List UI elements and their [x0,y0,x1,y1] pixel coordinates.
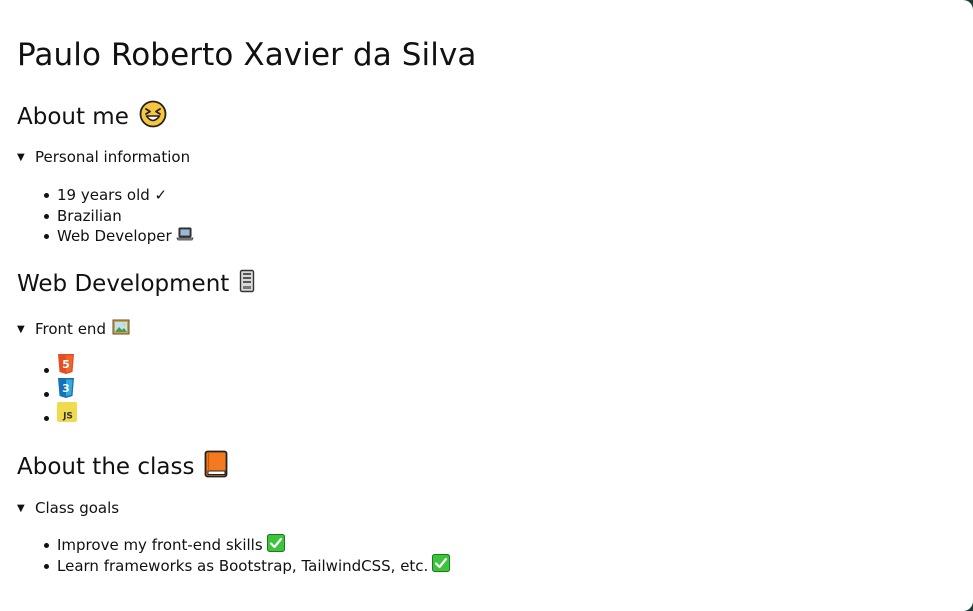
laughing-face-icon [139,100,167,134]
summary-label: Class goals [35,499,120,517]
list-item: 19 years old ✓ [40,185,194,206]
orange-book-icon [204,450,228,484]
check-mark-button-icon [432,554,451,578]
personal-info-list: 19 years old ✓ Brazilian Web Developer [40,185,194,247]
summary-label: Personal information [35,148,191,166]
class-goals-list: Improve my front-end skills Learn framew… [40,533,451,578]
list-item: 5 [40,353,77,382]
javascript-icon: JS [57,401,77,429]
html5-icon: 5 [57,353,75,382]
class-goals-summary[interactable]: ▼ Class goals [17,499,119,517]
personal-information-summary[interactable]: ▼ Personal information [17,148,190,166]
about-me-title: About me [17,104,129,130]
page-title: Paulo Roberto Xavier da Silva [17,37,477,73]
about-class-title: About the class [17,454,195,480]
framed-picture-icon [112,319,130,339]
disclosure-triangle-icon: ▼ [17,151,25,163]
laptop-icon [175,226,194,247]
summary-label: Front end [35,320,106,338]
server-icon [239,269,255,299]
list-item: Learn frameworks as Bootstrap, TailwindC… [40,554,451,578]
list-item: Brazilian [40,206,194,227]
disclosure-triangle-icon: ▼ [17,323,25,335]
disclosure-triangle-icon: ▼ [17,502,25,514]
check-mark-button-icon [266,533,285,558]
front-end-list: 5 3 JS [40,353,77,429]
svg-text:5: 5 [62,358,70,371]
svg-text:3: 3 [62,382,70,395]
about-class-heading: About the class [17,450,228,484]
list-item: Web Developer [40,226,194,247]
list-item: Improve my front-end skills [40,533,450,558]
web-development-title: Web Development [17,271,230,297]
list-item: JS [40,401,77,429]
web-development-heading: Web Development [17,269,255,299]
list-item: 3 [40,377,77,406]
svg-text:JS: JS [62,411,73,421]
front-end-summary[interactable]: ▼ Front end [17,319,130,339]
css3-icon: 3 [57,377,75,406]
about-me-heading: About me [17,100,167,134]
